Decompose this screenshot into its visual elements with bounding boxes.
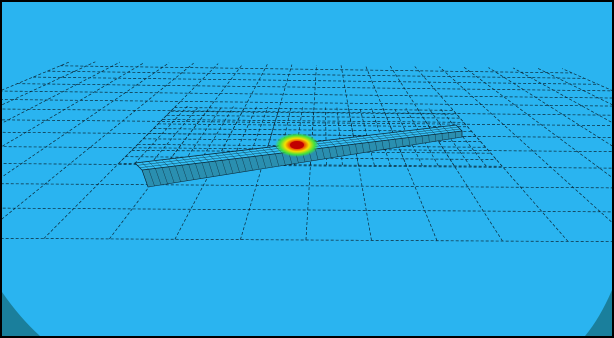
hot-spot-core — [290, 141, 304, 149]
page: (() => { const ns = 'http://www.w3.org/2… — [0, 0, 614, 338]
simulation-viewport — [0, 0, 614, 338]
plate-background — [2, 2, 612, 336]
